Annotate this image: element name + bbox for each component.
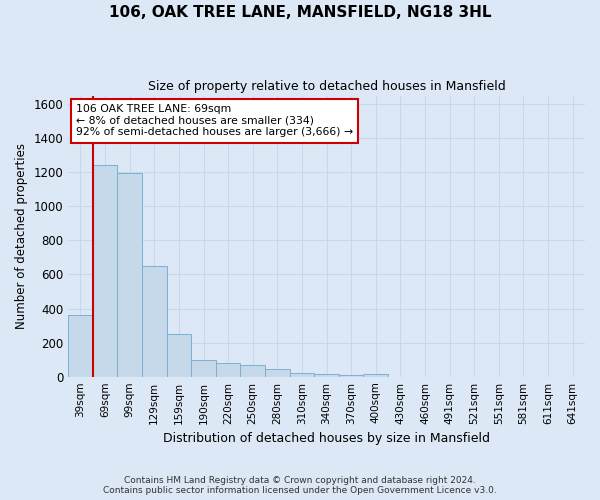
Bar	[339, 374, 364, 376]
Bar	[68, 316, 93, 376]
Bar	[118, 173, 142, 376]
Bar	[191, 360, 216, 376]
Text: Contains HM Land Registry data © Crown copyright and database right 2024.
Contai: Contains HM Land Registry data © Crown c…	[103, 476, 497, 495]
Y-axis label: Number of detached properties: Number of detached properties	[15, 143, 28, 329]
Title: Size of property relative to detached houses in Mansfield: Size of property relative to detached ho…	[148, 80, 505, 93]
Bar	[314, 374, 339, 376]
Text: 106, OAK TREE LANE, MANSFIELD, NG18 3HL: 106, OAK TREE LANE, MANSFIELD, NG18 3HL	[109, 5, 491, 20]
Bar	[167, 334, 191, 376]
X-axis label: Distribution of detached houses by size in Mansfield: Distribution of detached houses by size …	[163, 432, 490, 445]
Bar	[290, 373, 314, 376]
Bar	[216, 362, 241, 376]
Bar	[241, 365, 265, 376]
Bar	[93, 166, 118, 376]
Bar	[364, 374, 388, 376]
Bar	[265, 368, 290, 376]
Bar	[142, 266, 167, 376]
Text: 106 OAK TREE LANE: 69sqm
← 8% of detached houses are smaller (334)
92% of semi-d: 106 OAK TREE LANE: 69sqm ← 8% of detache…	[76, 104, 353, 137]
